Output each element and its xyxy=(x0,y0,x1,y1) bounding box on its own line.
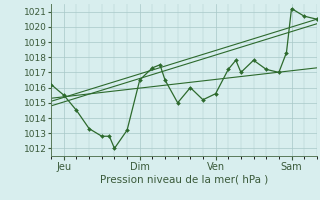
X-axis label: Pression niveau de la mer( hPa ): Pression niveau de la mer( hPa ) xyxy=(100,174,268,184)
